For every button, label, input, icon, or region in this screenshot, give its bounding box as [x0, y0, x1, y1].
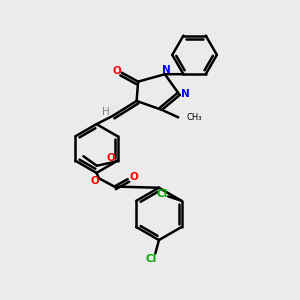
Text: N: N [181, 89, 189, 99]
Text: Cl: Cl [145, 254, 157, 264]
Text: O: O [91, 176, 100, 186]
Text: Cl: Cl [156, 189, 167, 199]
Text: O: O [129, 172, 138, 182]
Text: CH₃: CH₃ [186, 113, 202, 122]
Text: O: O [107, 153, 116, 163]
Text: O: O [112, 66, 121, 76]
Text: N: N [162, 65, 171, 75]
Text: H: H [102, 107, 110, 117]
